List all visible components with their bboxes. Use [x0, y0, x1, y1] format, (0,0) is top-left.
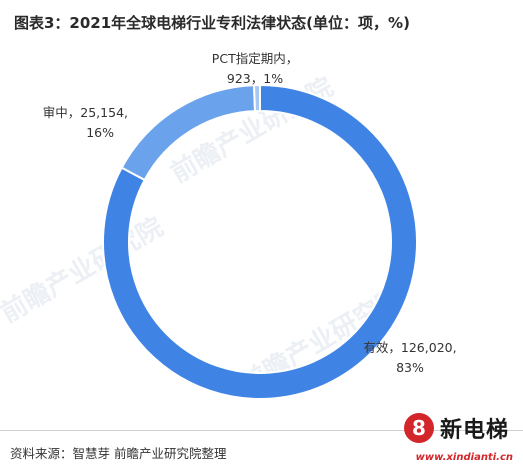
label-valid-line1: 有效，126,020,: [363, 340, 456, 355]
source-note: 资料来源：智慧芽 前瞻产业研究院整理: [10, 446, 227, 461]
label-pending-line2: 16%: [86, 125, 114, 140]
label-pct-line2: 923，1%: [227, 71, 283, 86]
slice-pending: [120, 84, 257, 182]
chart-title: 图表3：2021年全球电梯行业专利法律状态(单位：项，%): [14, 14, 410, 32]
label-pct-line1: PCT指定期内，: [212, 51, 298, 66]
footer-divider: [0, 430, 523, 431]
brand-mark-icon: 8: [403, 413, 434, 443]
brand-logo: 8 新电梯: [403, 412, 509, 444]
donut-chart: 有效，126,020, 83% 审中，25,154, 16% PCT指定期内， 923，1…: [43, 51, 457, 400]
label-pending-line1: 审中，25,154,: [43, 105, 128, 120]
brand-name: 新电梯: [439, 418, 509, 443]
slice-pct: [252, 83, 261, 113]
label-valid-line2: 83%: [396, 360, 424, 375]
slice-valid: [102, 83, 418, 400]
brand-url: www.xindianti.cn: [415, 452, 513, 463]
